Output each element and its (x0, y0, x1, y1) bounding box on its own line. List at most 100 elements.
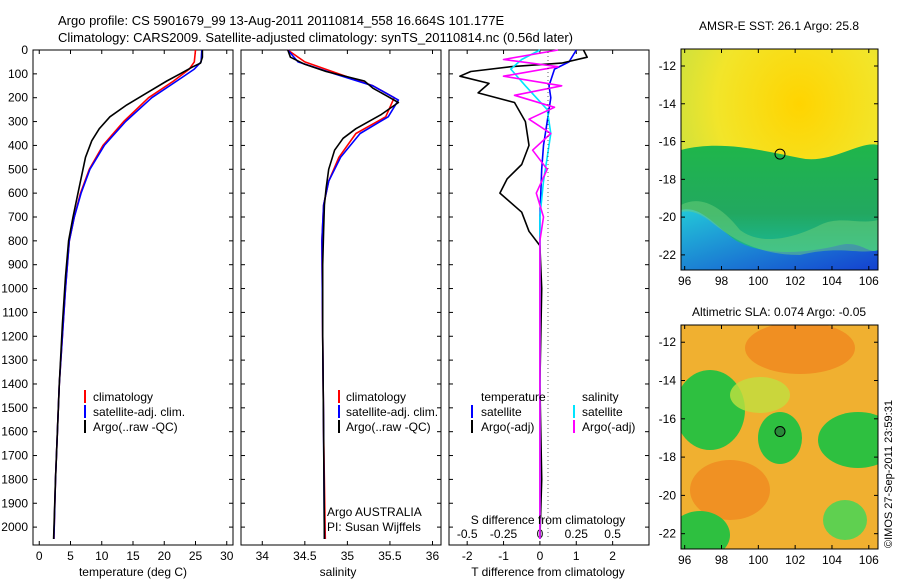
temperature-legend: climatology satellite-adj. clim. Argo(..… (84, 390, 185, 434)
x-tick-label: -2 (462, 549, 473, 563)
sla-high-anomaly (745, 325, 855, 374)
depth-tick-label: 500 (8, 162, 28, 176)
s-difference-tick-label: 0.25 (565, 527, 589, 541)
legend-satellite-label: satellite-adj. clim. (93, 405, 185, 419)
sst-map-title: AMSR-E SST: 26.1 Argo: 25.8 (699, 19, 859, 33)
depth-tick-label: 1600 (1, 425, 28, 439)
depth-tick-label: 700 (8, 210, 28, 224)
sla-low-anomaly (681, 370, 745, 450)
series-line-temperature-argo-adj- (459, 49, 589, 540)
difference-x-axis: -2 -1 0 1 2 (462, 50, 616, 563)
x-tick-label: 10 (95, 549, 109, 563)
depth-tick-label: 1000 (1, 282, 28, 296)
lat-tick-label: -14 (659, 374, 677, 388)
x-tick-label: 0 (537, 549, 544, 563)
lat-tick-label: -16 (659, 135, 677, 149)
lon-tick-label: 106 (859, 274, 879, 288)
s-difference-tick-label: -0.25 (490, 527, 518, 541)
temperature-series (52, 49, 204, 540)
x-tick-label: 15 (126, 549, 140, 563)
salinity-series (287, 49, 400, 540)
lat-tick-label: -20 (659, 210, 677, 224)
difference-legend: temperature satellite Argo(-adj) salinit… (471, 390, 635, 434)
legend-temperature-header: temperature (481, 390, 546, 404)
sla-lon-axis: 96 98 100 102 104 106 (678, 325, 879, 567)
difference-series (459, 49, 589, 540)
temperature-panel: 0100200300400500600700800900100011001200… (1, 43, 233, 579)
series-line-satellite-adj-clim- (287, 49, 400, 540)
lat-tick-label: -22 (659, 527, 677, 541)
lat-tick-label: -18 (659, 172, 677, 186)
sla-map-title: Altimetric SLA: 0.074 Argo: -0.05 (692, 305, 866, 319)
depth-axis: 0 100 200 300 400 500 600 700 800 900 1000 1100 1200… (1, 43, 233, 534)
series-line-salinity-satellite (509, 49, 552, 539)
series-line-argo-raw-qc- (52, 50, 204, 540)
sla-map-panel: Altimetric SLA: 0.074 Argo: -0.05 -12 -14… (659, 305, 879, 567)
series-line-temperature-satellite (539, 49, 577, 539)
imos-credit: ©IMOS 27-Sep-2011 23:59:31 (883, 400, 895, 548)
temperature-x-axis: 0 5 10 15 20 25 30 (36, 50, 234, 563)
depth-tick-label: 1800 (1, 472, 28, 486)
float-owner-annotation: Argo AUSTRALIA (327, 505, 422, 519)
sst-lat-axis: -12 -14 -16 -18 -20 -22 (659, 59, 878, 262)
depth-tick-label: 100 (8, 67, 28, 81)
x-tick-label: 34 (256, 549, 270, 563)
depth-tick-label: 600 (8, 186, 28, 200)
figure-title-line2: Climatology: CARS2009. Satellite-adjuste… (58, 30, 573, 45)
lon-tick-label: 96 (678, 553, 692, 567)
depth-tick-label: 1300 (1, 353, 28, 367)
legend-satellite-label: satellite-adj. clim. (346, 405, 438, 419)
lon-tick-label: 98 (715, 274, 729, 288)
sst-lon-axis: 96 98 100 102 104 106 (678, 49, 879, 288)
difference-depth-ticks (449, 49, 649, 528)
lat-tick-label: -22 (659, 248, 677, 262)
depth-tick-label: 200 (8, 91, 28, 105)
x-tick-label: 0 (36, 549, 43, 563)
salinity-x-axis: 34 34.5 35 35.5 36 (256, 50, 440, 563)
difference-s-tick-labels: -0.5 -0.25 0 0.25 0.5 (457, 527, 621, 541)
x-tick-label: 30 (220, 549, 234, 563)
float-pi-annotation: PI: Susan Wijffels (327, 520, 421, 534)
legend-salinity-header: salinity (582, 390, 619, 404)
depth-tick-label: 1700 (1, 449, 28, 463)
salinity-legend: climatology satellite-adj. clim. Argo(..… (338, 390, 438, 434)
salinity-x-label: salinity (320, 565, 357, 579)
x-tick-label: 36 (426, 549, 440, 563)
sst-map-panel: AMSR-E SST: 26.1 Argo: 25.8 -12 -14 -16 -18… (659, 19, 879, 288)
lon-tick-label: 98 (715, 553, 729, 567)
sla-map-frame (680, 324, 879, 550)
lon-tick-label: 104 (822, 553, 842, 567)
depth-tick-label: 1900 (1, 496, 28, 510)
lat-tick-label: -20 (659, 488, 677, 502)
x-tick-label: 25 (189, 549, 203, 563)
series-line-salinity-argo-adj- (502, 49, 563, 539)
sla-low-anomaly (681, 511, 730, 549)
series-line-argo-raw-qc- (287, 49, 400, 540)
depth-tick-label: 300 (8, 115, 28, 129)
lat-tick-label: -12 (659, 335, 677, 349)
legend-s-argo-label: Argo(-adj) (582, 420, 635, 434)
lon-tick-label: 100 (748, 274, 768, 288)
x-tick-label: 35 (341, 549, 355, 563)
s-difference-tick-label: 0.5 (604, 527, 621, 541)
salinity-plot-frame (240, 49, 442, 546)
legend-argo-label: Argo(..raw -QC) (93, 420, 178, 434)
depth-tick-label: 800 (8, 234, 28, 248)
sla-high-anomaly (690, 460, 770, 520)
sst-cold-region (681, 209, 878, 270)
lat-tick-label: -12 (659, 59, 677, 73)
salinity-depth-ticks (241, 49, 441, 528)
sla-low-anomaly (818, 412, 878, 468)
sla-lat-axis: -12 -14 -16 -18 -20 -22 (659, 335, 878, 541)
sla-neutral-patch (730, 377, 790, 413)
lon-tick-label: 96 (678, 274, 692, 288)
lat-tick-label: -14 (659, 97, 677, 111)
x-tick-label: 35.5 (378, 549, 402, 563)
lon-tick-label: 102 (785, 553, 805, 567)
difference-panel: -2 -1 0 1 2 -0.5 -0.25 0 0.25 0.5 S difference f… (448, 49, 650, 579)
depth-tick-label: 1100 (2, 305, 28, 319)
x-tick-label: 20 (158, 549, 172, 563)
x-tick-label: -1 (498, 549, 509, 563)
sla-field (681, 325, 878, 549)
